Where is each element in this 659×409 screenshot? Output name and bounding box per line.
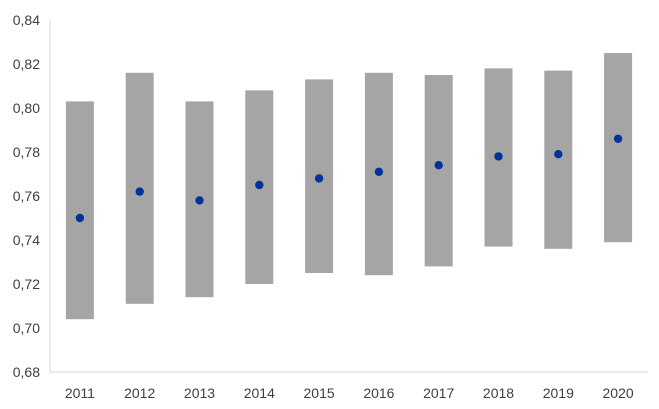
- data-point: [613, 134, 623, 143]
- x-tick-label: 2018: [483, 385, 514, 401]
- y-tick-label: 0,78: [13, 144, 40, 160]
- x-tick-label: 2011: [65, 385, 95, 401]
- y-tick-label: 0,72: [13, 276, 40, 292]
- y-tick-label: 0,68: [13, 364, 40, 380]
- y-tick-label: 0,74: [13, 232, 40, 248]
- data-point: [135, 187, 144, 196]
- y-tick-label: 0,82: [13, 56, 40, 72]
- range-bar: [65, 101, 94, 320]
- data-point: [494, 152, 503, 161]
- x-tick-label: 2017: [423, 385, 454, 401]
- data-point: [314, 174, 324, 183]
- range-bar: [604, 53, 633, 243]
- y-tick-labels: 0,68 0,70 0,72 0,74 0,76 0,78 0,80 0,82 0,84: [13, 12, 40, 380]
- x-tick-label: 2014: [244, 385, 275, 401]
- data-point: [75, 213, 85, 223]
- x-tick-label: 2012: [124, 385, 155, 401]
- y-tick-label: 0,80: [13, 100, 40, 116]
- y-tick-label: 0,84: [13, 12, 40, 28]
- x-tick-label: 2016: [363, 385, 394, 401]
- data-point: [195, 196, 204, 205]
- range-bar: [544, 70, 573, 249]
- data-point: [374, 167, 384, 176]
- range-bar: [424, 75, 453, 267]
- y-tick-label: 0,70: [13, 320, 40, 336]
- data-point: [434, 161, 443, 170]
- x-tick-label: 2015: [304, 385, 335, 401]
- data-points: [75, 134, 623, 223]
- x-tick-label: 2020: [603, 385, 634, 401]
- x-tick-labels: 2011 2012 2013 2014 2015 2016 2017 2018 2019 2020: [65, 385, 634, 401]
- x-tick-label: 2013: [184, 385, 215, 401]
- data-point: [554, 150, 563, 159]
- y-tick-label: 0,76: [13, 188, 40, 204]
- data-point: [255, 180, 264, 190]
- x-tick-label: 2019: [543, 385, 574, 401]
- range-bars: [65, 53, 633, 320]
